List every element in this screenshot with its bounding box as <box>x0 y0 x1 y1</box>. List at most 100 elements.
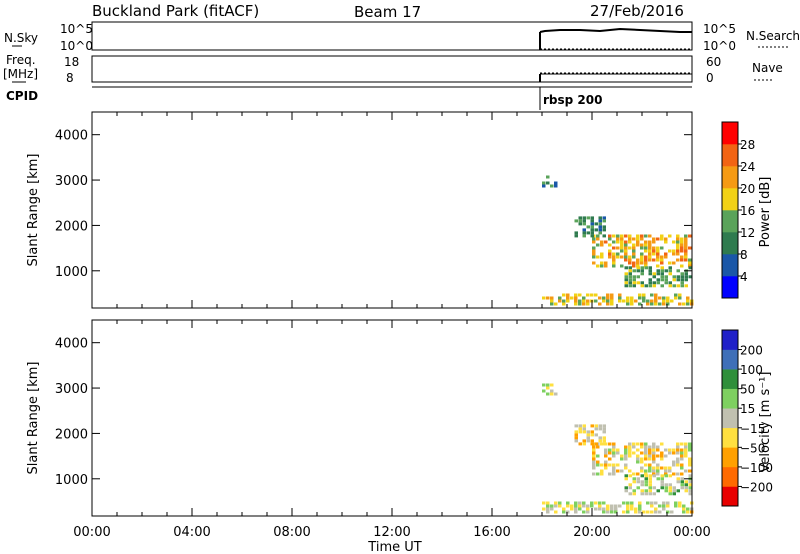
echo-cell <box>636 261 640 265</box>
x-tick-label: 12:00 <box>373 525 410 540</box>
echo-cell <box>654 296 658 300</box>
echo-cell <box>684 454 688 458</box>
echo-cell <box>590 225 594 229</box>
echo-cell <box>542 507 546 511</box>
echo-cell <box>686 296 690 300</box>
echo-cell <box>676 258 680 262</box>
echo-cell <box>644 240 648 244</box>
echo-cell <box>574 504 578 508</box>
echo-cell <box>674 296 678 300</box>
nave-bottom-tick: 0 <box>706 71 714 85</box>
nsky-top-tick: 10^5 <box>60 22 93 36</box>
echo-cell <box>608 237 612 241</box>
echo-cell <box>652 249 656 253</box>
echo-cell <box>598 427 602 431</box>
echo-cell <box>688 266 692 270</box>
echo-cell <box>578 216 582 220</box>
echo-cell <box>632 269 636 273</box>
colorbar-tick-label: 12 <box>740 226 755 240</box>
echo-cell <box>624 234 628 238</box>
echo-cell <box>638 302 642 306</box>
echo-cell <box>582 424 586 428</box>
echo-cell <box>602 501 606 505</box>
colorbar-segment <box>722 427 738 448</box>
echo-cell <box>648 477 652 481</box>
echo-cell <box>666 302 670 306</box>
echo-cell <box>608 451 612 455</box>
echo-cell <box>550 299 554 303</box>
echo-cell <box>566 296 570 300</box>
echo-cell <box>590 430 594 434</box>
echo-cell <box>582 430 586 434</box>
echo-cell <box>680 258 684 262</box>
echo-cell <box>660 451 664 455</box>
echo-cell <box>660 442 664 446</box>
x-tick-label: 04:00 <box>173 525 210 540</box>
echo-cell <box>600 469 604 473</box>
echo-cell <box>644 469 648 473</box>
echo-cell <box>632 451 636 455</box>
echo-cell <box>668 469 672 473</box>
echo-cell <box>638 507 642 511</box>
echo-cell <box>574 430 578 434</box>
time-axis-title: Time UT <box>367 540 421 554</box>
echo-cell <box>626 510 630 514</box>
echo-cell <box>660 258 664 262</box>
echo-cell <box>628 237 632 241</box>
echo-cell <box>578 501 582 505</box>
colorbar-tick-label: 8 <box>740 248 748 262</box>
echo-cell <box>676 457 680 461</box>
echo-cell <box>554 184 558 188</box>
echo-cell <box>578 222 582 226</box>
echo-cell <box>672 240 676 244</box>
echo-cell <box>604 240 608 244</box>
echo-cell <box>668 261 672 265</box>
echo-cell <box>626 299 630 303</box>
echo-cell <box>650 504 654 508</box>
colorbar-segment <box>722 388 738 409</box>
echo-cell <box>624 454 628 458</box>
echo-cell <box>644 266 648 270</box>
echo-cell <box>578 299 582 303</box>
echo-cell <box>660 486 664 490</box>
echo-cell <box>680 451 684 455</box>
echo-cell <box>684 258 688 262</box>
echo-cell <box>668 269 672 273</box>
echo-cell <box>612 472 616 476</box>
echo-cell <box>598 507 602 511</box>
echo-cell <box>542 501 546 505</box>
echo-cell <box>574 293 578 297</box>
echo-cell <box>648 234 652 238</box>
echo-cell <box>650 299 654 303</box>
echo-cell <box>570 296 574 300</box>
echo-cell <box>574 296 578 300</box>
echo-cell <box>620 237 624 241</box>
echo-cell <box>618 293 622 297</box>
echo-cell <box>590 231 594 235</box>
echo-cell <box>652 240 656 244</box>
echo-cell <box>598 228 602 232</box>
echo-cell <box>672 463 676 467</box>
echo-cell <box>624 445 628 449</box>
nsearch-label: N.Search <box>746 29 800 43</box>
y-tick-label: 3000 <box>55 382 88 397</box>
echo-cell <box>566 299 570 303</box>
echo-cell <box>684 480 688 484</box>
echo-cell <box>630 302 634 306</box>
echo-cell <box>546 510 550 514</box>
echo-cell <box>682 510 686 514</box>
echo-cell <box>636 486 640 490</box>
echo-cell <box>636 448 640 452</box>
echo-cell <box>644 472 648 476</box>
echo-cell <box>680 466 684 470</box>
echo-cell <box>620 246 624 250</box>
echo-cell <box>582 296 586 300</box>
echo-cell <box>612 442 616 446</box>
echo-cell <box>664 466 668 470</box>
echo-cell <box>558 501 562 505</box>
echo-cell <box>680 246 684 250</box>
echo-cell <box>686 302 690 306</box>
echo-cell <box>600 252 604 256</box>
echo-cell <box>688 483 692 487</box>
echo-cell <box>656 469 660 473</box>
